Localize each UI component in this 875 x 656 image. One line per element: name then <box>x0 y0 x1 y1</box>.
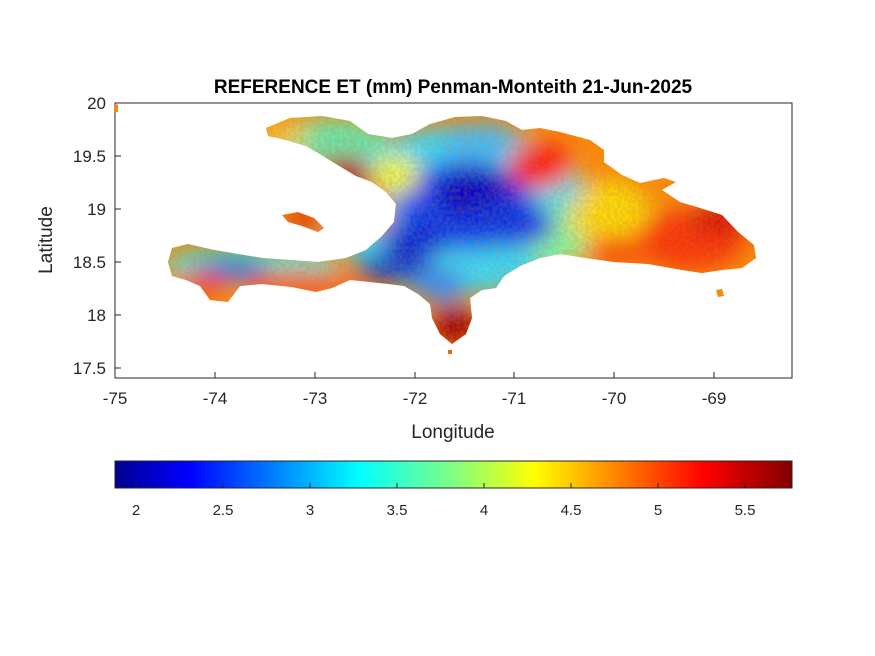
colorbar-tick-label: 3.5 <box>387 502 408 519</box>
y-tick-label: 19 <box>87 200 106 219</box>
colorbar-ticks: 2 2.5 3 3.5 4 4.5 5 5.5 <box>132 483 756 519</box>
y-axis-ticks: 20 19.5 19 18.5 18 17.5 <box>73 94 121 378</box>
x-tick-label: -75 <box>103 389 128 408</box>
x-tick-label: -72 <box>403 389 428 408</box>
y-tick-label: 17.5 <box>73 359 106 378</box>
colorbar-tick-label: 5.5 <box>735 502 756 519</box>
colorbar-tick-label: 2 <box>132 502 140 519</box>
x-tick-label: -69 <box>702 389 727 408</box>
x-tick-label: -70 <box>602 389 627 408</box>
x-tick-label: -73 <box>303 389 328 408</box>
x-axis-ticks: -75 -74 -73 -72 -71 -70 -69 <box>103 372 727 408</box>
y-tick-label: 19.5 <box>73 147 106 166</box>
x-tick-label: -74 <box>203 389 228 408</box>
x-axis-label: Longitude <box>411 422 494 443</box>
y-tick-label: 18 <box>87 306 106 325</box>
colorbar-tick-label: 3 <box>306 502 314 519</box>
colorbar <box>114 460 793 489</box>
colorbar-tick-label: 5 <box>654 502 662 519</box>
y-axis-label: Latitude <box>36 206 57 274</box>
y-tick-label: 18.5 <box>73 253 106 272</box>
x-tick-label: -71 <box>502 389 527 408</box>
y-tick-label: 20 <box>87 94 106 113</box>
map-title: REFERENCE ET (mm) Penman-Monteith 21-Jun… <box>214 77 693 98</box>
colorbar-tick-label: 4.5 <box>561 502 582 519</box>
colorbar-tick-label: 2.5 <box>213 502 234 519</box>
colorbar-tick-label: 4 <box>480 502 488 519</box>
